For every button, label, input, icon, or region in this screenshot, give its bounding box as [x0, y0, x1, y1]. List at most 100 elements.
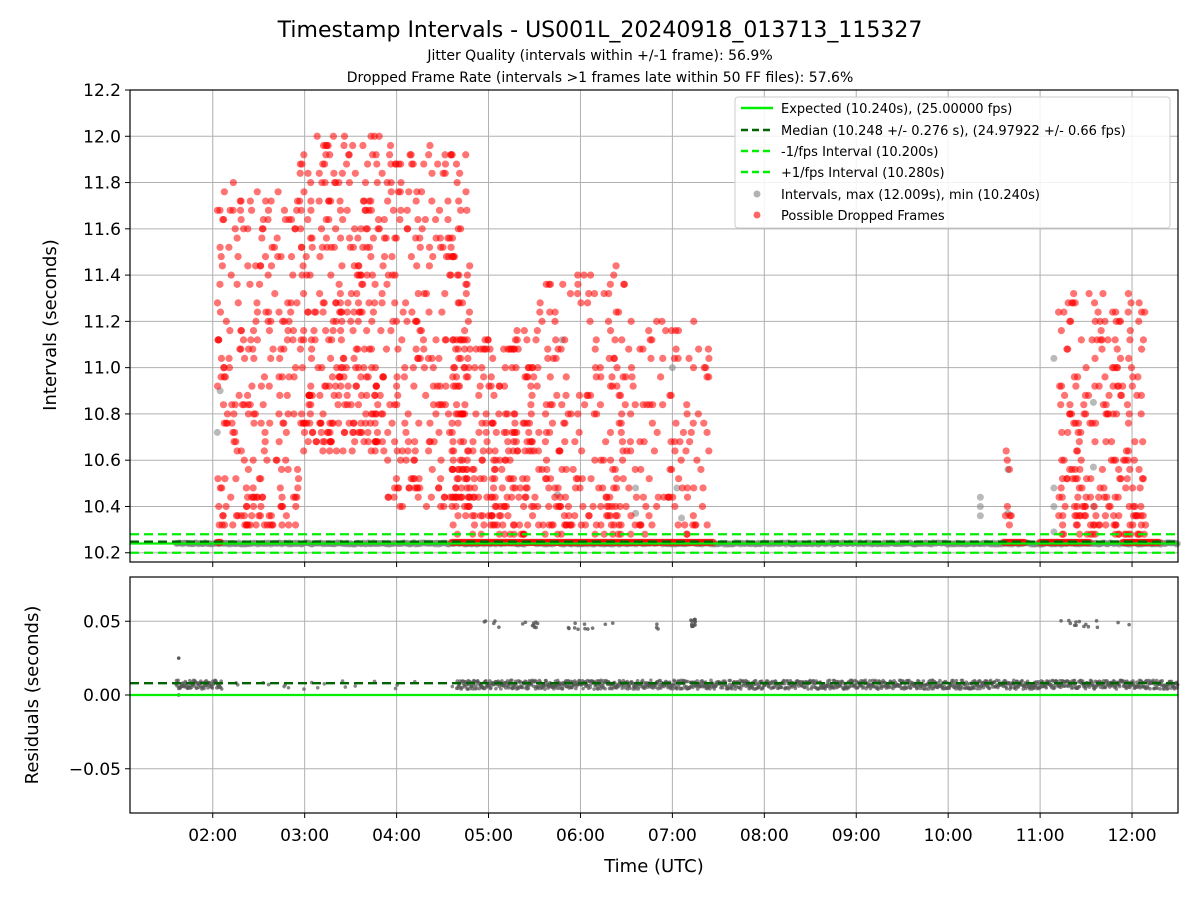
dropped-frame-point [1102, 438, 1110, 446]
dropped-frame-point [449, 373, 457, 381]
dropped-frame-point [347, 317, 355, 325]
dropped-frame-point [1073, 447, 1082, 455]
dropped-frame-point [435, 206, 444, 214]
dropped-frame-point [639, 345, 647, 353]
dropped-frame-point [253, 299, 261, 307]
dropped-frame-point [527, 401, 535, 409]
dropped-frame-point [703, 521, 711, 529]
dropped-frame-point [440, 493, 449, 501]
dropped-frame-point [362, 373, 371, 381]
residual-point [1158, 687, 1162, 691]
dropped-frame-point [479, 447, 487, 455]
residual-point [1071, 685, 1075, 690]
dropped-frame-point [478, 456, 486, 464]
residual-point [1004, 686, 1009, 691]
dropped-frame-point [269, 521, 277, 529]
dropped-frame-point [374, 401, 382, 409]
dropped-frame-point [580, 401, 589, 409]
dropped-frame-point [1066, 401, 1074, 409]
residual-point [603, 686, 607, 691]
dropped-frame-point [268, 243, 276, 251]
dropped-frame-point [639, 493, 647, 501]
dropped-frame-point [528, 512, 537, 520]
interval-point [1050, 354, 1058, 362]
dropped-frame-point [306, 391, 314, 400]
dropped-frame-point [536, 308, 544, 316]
dropped-frame-point [535, 428, 543, 437]
dropped-frame-point [349, 428, 357, 437]
dropped-frame-point [244, 262, 252, 270]
dropped-frame-point [574, 410, 582, 418]
dropped-frame-point [329, 132, 338, 140]
dropped-frame-point [647, 354, 655, 362]
dropped-frame-point [380, 215, 388, 224]
dropped-frame-point [215, 521, 223, 529]
dropped-frame-point [398, 336, 406, 344]
dropped-frame-point [690, 317, 698, 325]
dropped-frame-point [1074, 493, 1082, 501]
residual-outlier-point [520, 622, 525, 626]
dropped-frame-point [1057, 484, 1065, 492]
dropped-frame-point [302, 252, 310, 261]
dropped-frame-point [349, 419, 358, 427]
dropped-frame-point [357, 391, 366, 400]
dropped-frame-point [344, 382, 352, 390]
dropped-frame-point [393, 373, 401, 381]
dropped-frame-point [578, 447, 586, 455]
dropped-frame-point [331, 382, 340, 390]
dropped-frame-point [326, 438, 334, 446]
residual-outlier-point [603, 622, 608, 627]
dropped-frame-point [276, 354, 284, 362]
dropped-frame-point [1124, 447, 1133, 455]
dropped-frame-point [577, 299, 585, 307]
dropped-frame-point [363, 391, 371, 400]
dropped-frame-point [347, 290, 355, 298]
residual-point [543, 687, 547, 691]
dropped-frame-point [615, 391, 623, 400]
dropped-frame-point [1116, 475, 1124, 483]
dropped-frame-point [1128, 484, 1137, 492]
dropped-frame-point [437, 502, 445, 511]
dropped-frame-point [1141, 308, 1149, 316]
dropped-frame-point [465, 502, 473, 511]
dropped-frame-point [481, 336, 489, 344]
dropped-frame-point [219, 215, 227, 224]
dropped-frame-point [528, 391, 536, 400]
dropped-frame-point [272, 456, 280, 464]
dropped-frame-point [1137, 410, 1145, 418]
dropped-frame-point [546, 373, 554, 381]
dropped-frame-point [1085, 290, 1093, 298]
dropped-frame-point [521, 373, 529, 381]
dropped-frame-point [389, 206, 398, 214]
dropped-frame-point [274, 188, 282, 196]
dropped-frame-point [233, 234, 241, 242]
dropped-frame-point [672, 419, 680, 427]
dropped-frame-point [371, 419, 379, 427]
dropped-frame-point [541, 410, 550, 418]
dropped-frame-point [237, 345, 245, 353]
dropped-frame-point [1101, 512, 1109, 520]
dropped-frame-point [641, 530, 649, 538]
dropped-frame-point [326, 151, 334, 159]
dropped-frame-point [283, 336, 292, 344]
dropped-frame-point [463, 484, 471, 492]
dropped-frame-point [336, 197, 344, 205]
dropped-frame-point [252, 262, 260, 270]
residual-point [960, 686, 964, 690]
interval-point [632, 484, 640, 492]
dropped-frame-point [469, 438, 477, 446]
dropped-frame-point [374, 225, 382, 233]
dropped-frame-point [429, 364, 437, 372]
dropped-frame-point [363, 327, 371, 335]
dropped-frame-point [491, 502, 499, 511]
dropped-frame-point [544, 354, 552, 362]
dropped-frame-point [427, 493, 435, 501]
dropped-frame-point [631, 465, 639, 474]
dropped-frame-point [383, 280, 391, 288]
dropped-frame-point [513, 336, 521, 344]
dropped-frame-point [618, 456, 627, 464]
residual-outlier-point [482, 620, 487, 624]
dropped-frame-point [396, 456, 405, 464]
residual-point [733, 687, 738, 691]
dropped-frame-point [354, 262, 362, 270]
